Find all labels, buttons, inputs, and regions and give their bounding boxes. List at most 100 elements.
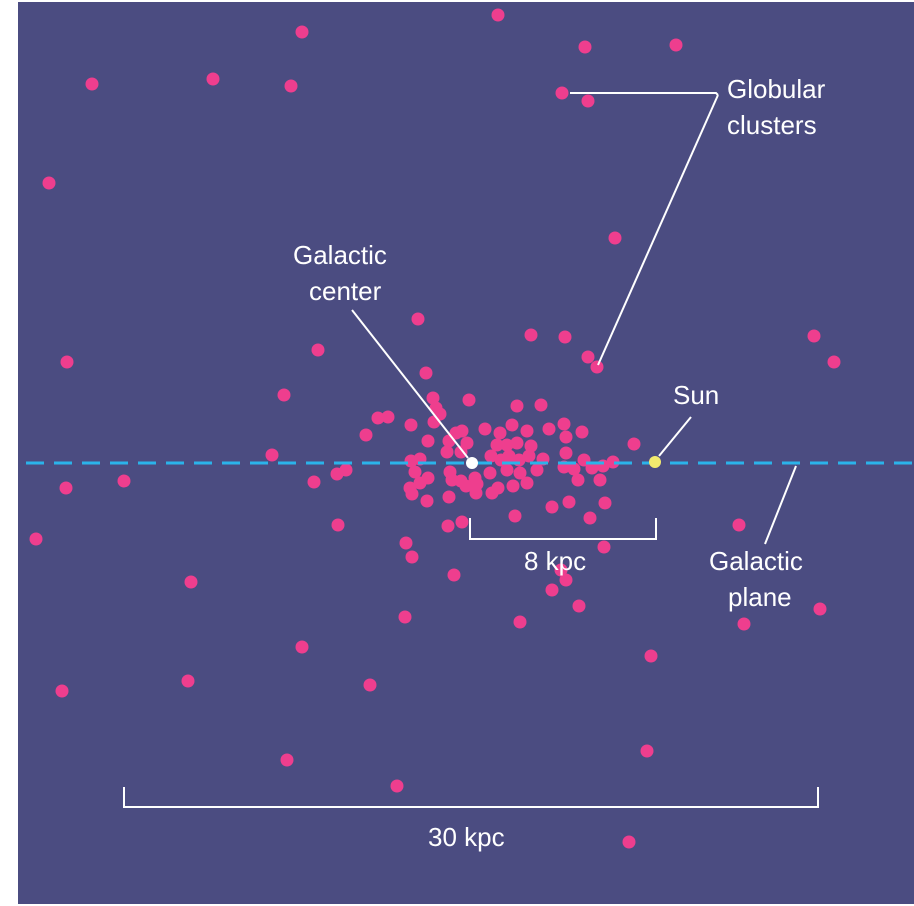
globular-cluster-dot xyxy=(478,422,492,436)
globular-cluster-dot xyxy=(513,615,527,629)
globular-cluster-dot xyxy=(520,476,534,490)
globular-cluster-dot xyxy=(277,388,291,402)
galactic-center-leader xyxy=(351,309,469,459)
globular-cluster-dot xyxy=(534,398,548,412)
globular-cluster-dot xyxy=(29,532,43,546)
globular-cluster-dot xyxy=(469,486,483,500)
globular-cluster-dot xyxy=(622,835,636,849)
globular-cluster-dot xyxy=(411,312,425,326)
scale-label-30kpc: 30 kpc xyxy=(428,822,505,852)
globular-cluster-dot xyxy=(562,495,576,509)
globular-cluster-dot xyxy=(307,475,321,489)
globular-cluster-dot xyxy=(559,430,573,444)
globular-cluster-dot xyxy=(330,467,344,481)
globular-cluster-dot xyxy=(441,519,455,533)
globular-cluster-dot xyxy=(554,563,568,577)
globular-cluster-dot xyxy=(500,438,514,452)
globular-cluster-dot xyxy=(280,753,294,767)
globular-cluster-dot xyxy=(559,446,573,460)
globular-cluster-dot xyxy=(426,391,440,405)
globular-clusters-leader-top xyxy=(570,92,719,96)
sun-leader xyxy=(658,416,692,457)
globular-cluster-dot xyxy=(363,678,377,692)
globular-cluster-dot xyxy=(493,426,507,440)
globular-cluster-dot xyxy=(445,473,459,487)
scale-bracket-8kpc xyxy=(469,518,657,540)
globular-cluster-dot xyxy=(359,428,373,442)
globular-cluster-dot xyxy=(597,540,611,554)
globular-cluster-dot xyxy=(85,77,99,91)
globular-cluster-dot xyxy=(485,486,499,500)
globular-cluster-dot xyxy=(640,744,654,758)
globular-cluster-dot xyxy=(184,575,198,589)
globular-cluster-dot xyxy=(399,536,413,550)
globular-cluster-dot xyxy=(571,473,585,487)
globular-cluster-dot xyxy=(331,518,345,532)
galactic-center-label-line1: Galactic xyxy=(293,240,387,270)
globular-cluster-dot xyxy=(590,360,604,374)
globular-cluster-dot xyxy=(405,550,419,564)
globular-cluster-dot xyxy=(669,38,683,52)
globular-cluster-dot xyxy=(449,426,463,440)
globular-cluster-dot xyxy=(524,439,538,453)
globular-cluster-dot xyxy=(265,448,279,462)
globular-cluster-dot xyxy=(732,518,746,532)
globular-cluster-dot xyxy=(442,490,456,504)
globular-cluster-dot xyxy=(405,487,419,501)
globular-cluster-dot xyxy=(807,329,821,343)
globular-cluster-dot xyxy=(484,449,498,463)
globular-cluster-dot xyxy=(567,462,581,476)
galactic-plane-label-line2: plane xyxy=(728,582,792,612)
globular-cluster-dot xyxy=(447,568,461,582)
globular-cluster-dot xyxy=(404,418,418,432)
globular-cluster-dot xyxy=(572,599,586,613)
globular-cluster-dot xyxy=(420,494,434,508)
globular-cluster-dot xyxy=(295,640,309,654)
globular-cluster-dot xyxy=(455,515,469,529)
galactic-center-label-line2: center xyxy=(309,276,382,306)
globular-cluster-dot xyxy=(606,455,620,469)
scale-bracket-30kpc xyxy=(123,787,819,808)
globular-cluster-dot xyxy=(117,474,131,488)
globular-cluster-dot xyxy=(557,417,571,431)
globular-cluster-dot xyxy=(421,434,435,448)
globular-cluster-dot xyxy=(583,511,597,525)
globular-cluster-dot xyxy=(381,410,395,424)
globular-cluster-dot xyxy=(181,674,195,688)
globular-cluster-dot xyxy=(593,473,607,487)
globular-cluster-dot xyxy=(505,418,519,432)
globular-cluster-dot xyxy=(608,231,622,245)
globular-cluster-dot xyxy=(581,350,595,364)
globular-cluster-dot xyxy=(462,393,476,407)
globular-cluster-dot xyxy=(510,399,524,413)
globular-cluster-dot xyxy=(502,449,516,463)
globular-cluster-dot xyxy=(545,500,559,514)
globular-clusters-label-line2: clusters xyxy=(727,110,817,140)
globular-cluster-dot xyxy=(60,355,74,369)
globular-cluster-dot xyxy=(454,445,468,459)
globular-cluster-dot xyxy=(490,438,504,452)
sun-label: Sun xyxy=(673,380,719,410)
galactic-plane-label-line1: Galactic xyxy=(709,546,803,576)
globular-clusters-label-line1: Globular xyxy=(727,74,826,104)
globular-cluster-dot xyxy=(491,8,505,22)
globular-cluster-dot xyxy=(737,617,751,631)
globular-cluster-dot xyxy=(542,422,556,436)
globular-cluster-dot xyxy=(390,779,404,793)
globular-cluster-dot xyxy=(371,411,385,425)
globular-cluster-dot xyxy=(520,424,534,438)
globular-cluster-dot xyxy=(42,176,56,190)
scale-label-8kpc: 8 kpc xyxy=(524,546,586,576)
globular-cluster-dot xyxy=(627,437,641,451)
globular-cluster-dot xyxy=(284,79,298,93)
globular-cluster-dot xyxy=(408,465,422,479)
globular-cluster-dot xyxy=(506,479,520,493)
globular-cluster-dot xyxy=(59,481,73,495)
globular-cluster-dot xyxy=(508,509,522,523)
globular-cluster-dot xyxy=(644,649,658,663)
globular-cluster-dot xyxy=(510,436,524,450)
globular-cluster-dot xyxy=(813,602,827,616)
globular-cluster-dot xyxy=(524,328,538,342)
globular-cluster-dot xyxy=(596,459,610,473)
